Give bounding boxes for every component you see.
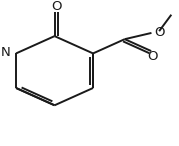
Text: O: O (155, 26, 165, 39)
Text: O: O (147, 50, 157, 63)
Text: O: O (51, 0, 62, 13)
Text: N: N (1, 46, 11, 59)
